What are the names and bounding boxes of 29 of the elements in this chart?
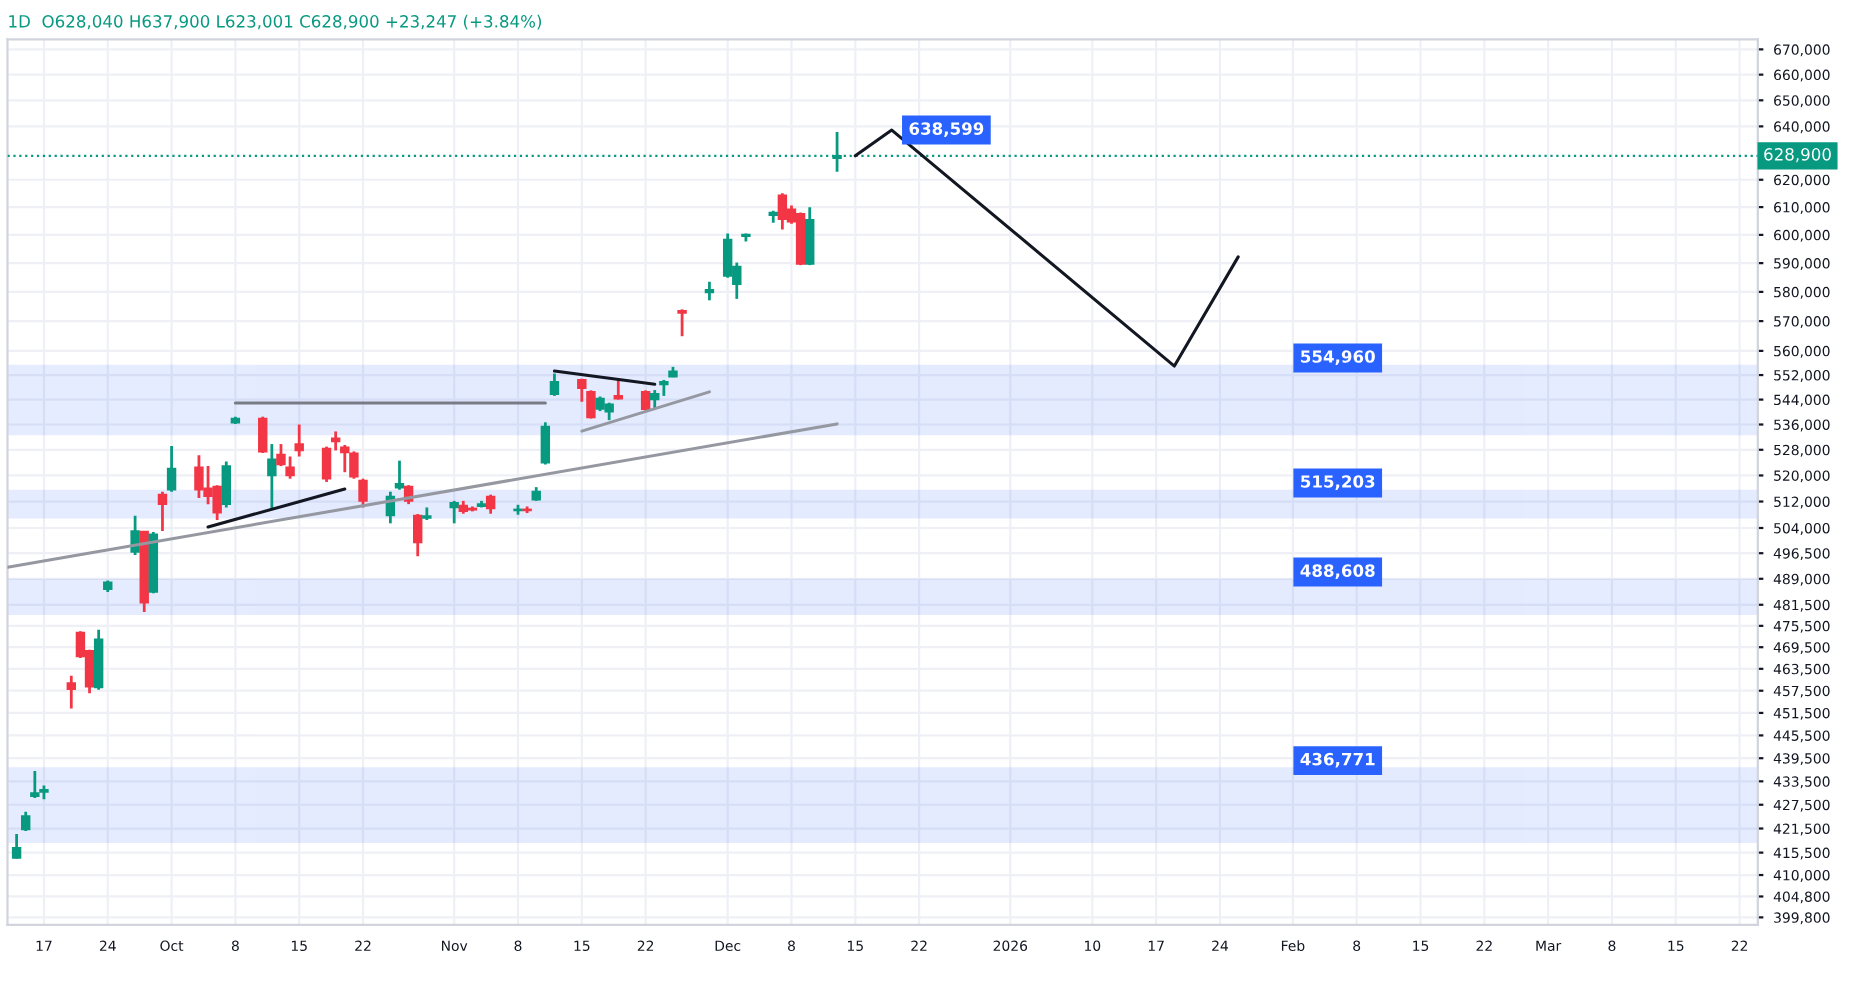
candlestick xyxy=(549,372,560,398)
candlestick xyxy=(413,512,423,558)
candlestick xyxy=(157,490,168,533)
candlestick xyxy=(258,415,268,455)
candlestick xyxy=(704,280,715,302)
candlestick xyxy=(221,460,231,509)
candlestick xyxy=(449,499,459,525)
band-label: 515,203 xyxy=(1301,475,1375,490)
band-label: 488,608 xyxy=(1300,564,1375,580)
candlestick xyxy=(613,378,623,401)
candlestick xyxy=(194,453,204,500)
candlestick xyxy=(650,388,660,411)
candlestick xyxy=(394,459,405,492)
candlestick xyxy=(777,191,788,231)
band-label: 554,960 xyxy=(1301,350,1375,365)
annotation: 638,599 xyxy=(909,122,984,138)
candlestick xyxy=(805,205,815,267)
candlestick xyxy=(267,442,277,511)
band-label: 436,771 xyxy=(1300,752,1375,768)
candlestick xyxy=(66,674,77,710)
text: 1D O628,040 H637,900 L623,001 C628,900 +23,247 (+3.84%) xyxy=(9,14,542,30)
ref-line-label: 628,900 xyxy=(1764,148,1831,163)
candlestick xyxy=(21,810,31,833)
candlestick xyxy=(540,420,551,466)
candlestick xyxy=(166,444,177,494)
candlestick xyxy=(294,423,304,458)
candlestick xyxy=(11,832,22,861)
candlestick xyxy=(677,307,687,338)
candlestick xyxy=(485,493,496,516)
